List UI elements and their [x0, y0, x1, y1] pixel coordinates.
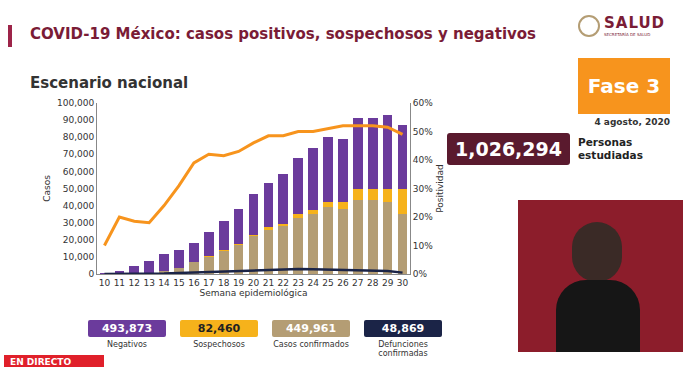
- svg-text:30,000: 30,000: [63, 218, 95, 228]
- html-text:Fase 3: Fase 3: [587, 74, 661, 98]
- svg-text:0%: 0%: [413, 269, 428, 279]
- svg-text:16: 16: [188, 278, 200, 288]
- html-text:SALUD: SALUD: [604, 14, 666, 32]
- svg-text:Semana epidemiológica: Semana epidemiológica: [199, 288, 307, 298]
- svg-text:80,000: 80,000: [63, 132, 95, 142]
- svg-text:10%: 10%: [413, 241, 433, 251]
- svg-text:23: 23: [292, 278, 303, 288]
- svg-text:19: 19: [233, 278, 245, 288]
- html-text:449,961: 449,961: [285, 322, 336, 335]
- html-text:EN DIRECTO: EN DIRECTO: [10, 357, 72, 367]
- svg-text:27: 27: [352, 278, 363, 288]
- svg-text:18: 18: [218, 278, 230, 288]
- svg-text:21: 21: [263, 278, 274, 288]
- svg-text:28: 28: [367, 278, 379, 288]
- svg-text:26: 26: [337, 278, 349, 288]
- svg-text:40%: 40%: [413, 155, 433, 165]
- svg-text:40,000: 40,000: [63, 201, 95, 211]
- svg-text:20%: 20%: [413, 212, 433, 222]
- svg-text:100,000: 100,000: [57, 98, 94, 108]
- svg-text:17: 17: [203, 278, 214, 288]
- svg-text:50,000: 50,000: [63, 184, 95, 194]
- svg-text:30%: 30%: [413, 184, 433, 194]
- html-text:COVID-19 México: casos positiv: COVID-19 México: casos positivos, sospec…: [30, 25, 537, 43]
- html-text:Escenario nacional: Escenario nacional: [30, 74, 189, 92]
- html-text:Personas estudiadas: Personas estudiadas: [578, 136, 643, 161]
- svg-text:10: 10: [99, 278, 111, 288]
- html-text:493,873: 493,873: [101, 322, 152, 335]
- html-text:82,460: 82,460: [197, 322, 241, 335]
- svg-text:10,000: 10,000: [63, 252, 95, 262]
- svg-text:29: 29: [382, 278, 394, 288]
- svg-text:15: 15: [173, 278, 184, 288]
- html-text:SECRETARÍA DE SALUD: SECRETARÍA DE SALUD: [604, 32, 651, 37]
- html-text:4 agosto, 2020: 4 agosto, 2020: [594, 117, 670, 127]
- svg-text:13: 13: [143, 278, 154, 288]
- svg-text:11: 11: [114, 278, 125, 288]
- html-text:Negativos: Negativos: [107, 340, 147, 349]
- html-text:Defunciones confirmadas: Defunciones confirmadas: [378, 340, 428, 358]
- svg-text:30: 30: [397, 278, 409, 288]
- svg-text:20,000: 20,000: [63, 235, 95, 245]
- svg-text:Positividad: Positividad: [435, 164, 445, 213]
- svg-text:20: 20: [248, 278, 260, 288]
- html-text:Sospechosos: Sospechosos: [193, 340, 245, 349]
- svg-text:22: 22: [278, 278, 289, 288]
- svg-text:14: 14: [158, 278, 170, 288]
- html-text:48,869: 48,869: [381, 322, 425, 335]
- svg-text:25: 25: [322, 278, 333, 288]
- svg-text:12: 12: [129, 278, 140, 288]
- html-text:Casos confirmados: Casos confirmados: [273, 340, 349, 349]
- svg-text:24: 24: [307, 278, 319, 288]
- svg-text:50%: 50%: [413, 127, 433, 137]
- svg-text:70,000: 70,000: [63, 149, 95, 159]
- svg-text:60,000: 60,000: [63, 167, 95, 177]
- svg-text:60%: 60%: [413, 98, 433, 108]
- svg-text:90,000: 90,000: [63, 115, 95, 125]
- svg-text:Casos: Casos: [42, 175, 52, 202]
- svg-text:0: 0: [88, 269, 94, 279]
- html-text:1,026,294: 1,026,294: [455, 138, 562, 160]
